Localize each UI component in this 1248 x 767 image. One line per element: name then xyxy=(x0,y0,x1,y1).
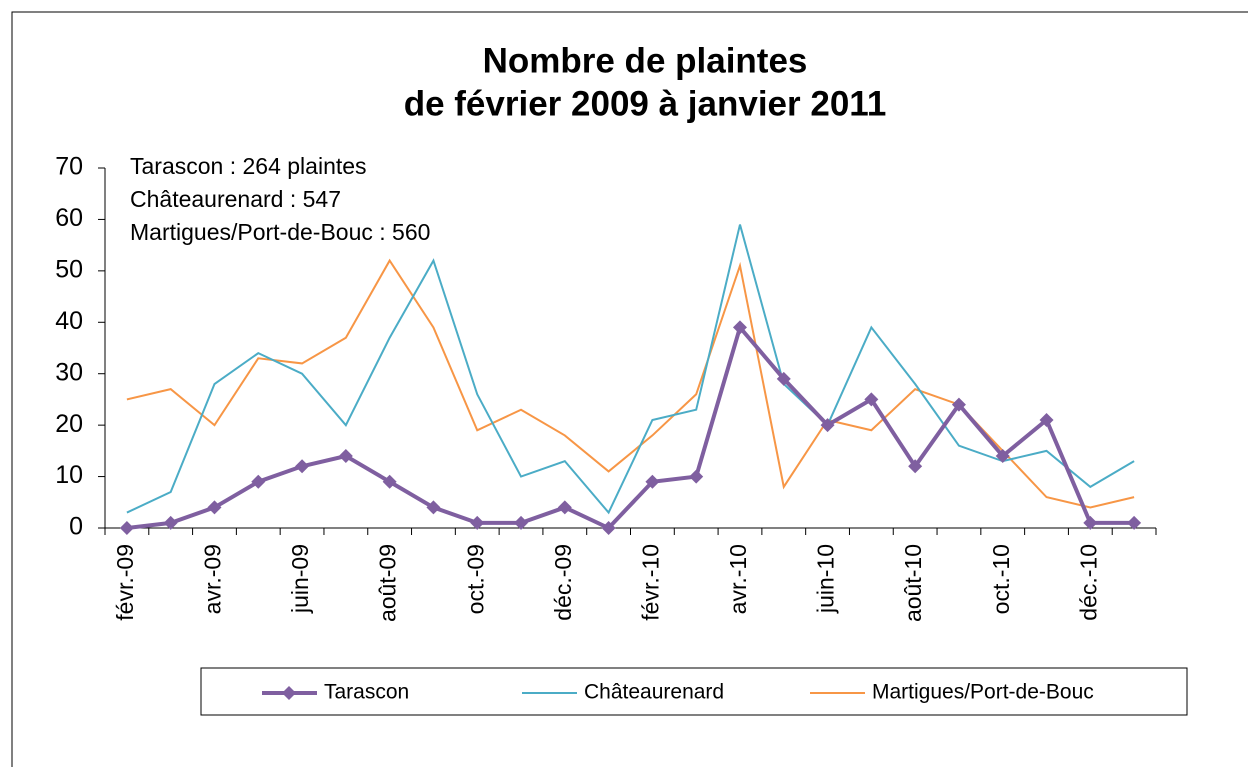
x-tick-label: avr.-10 xyxy=(725,544,751,614)
point-marker xyxy=(163,515,178,530)
point-marker xyxy=(382,474,397,489)
annotation: Tarascon : 264 plaintes xyxy=(130,153,367,179)
x-tick-label: oct.-09 xyxy=(462,544,488,614)
series-line xyxy=(126,323,1135,531)
x-tick-label: août-09 xyxy=(375,544,401,622)
point-marker xyxy=(557,500,572,515)
point-marker xyxy=(514,515,529,530)
y-tick-label: 70 xyxy=(55,153,83,181)
chart-subtitle: de février 2009 à janvier 2011 xyxy=(404,84,887,123)
x-tick-label: févr.-09 xyxy=(112,544,138,621)
point-marker xyxy=(1127,515,1142,530)
point-marker xyxy=(601,521,616,535)
x-tick-label: avr.-09 xyxy=(200,544,226,614)
annotation: Châteaurenard : 547 xyxy=(130,186,341,212)
x-tick-label: août-10 xyxy=(900,544,926,622)
x-tick-label: oct.-10 xyxy=(988,544,1014,614)
x-tick-label: juin-10 xyxy=(813,544,839,614)
legend-marker xyxy=(282,686,296,700)
point-marker xyxy=(426,500,441,515)
chart-frame xyxy=(11,11,1248,767)
point-marker xyxy=(470,515,485,530)
point-marker xyxy=(1039,413,1054,427)
point-marker xyxy=(1083,515,1098,530)
y-tick-label: 50 xyxy=(55,255,83,283)
point-marker xyxy=(119,521,134,535)
annotation: Martigues/Port-de-Bouc : 560 xyxy=(130,219,430,245)
point-marker xyxy=(864,392,879,407)
point-marker xyxy=(908,459,923,474)
y-tick-label: 0 xyxy=(69,513,83,541)
point-marker xyxy=(689,469,704,484)
legend-label: Martigues/Port-de-Bouc xyxy=(872,681,1094,704)
series-line xyxy=(126,224,1135,515)
point-marker xyxy=(295,459,310,474)
point-marker xyxy=(995,449,1010,463)
x-tick-label: déc.-10 xyxy=(1075,544,1101,621)
x-tick-label: févr.-10 xyxy=(637,544,663,621)
x-tick-label: déc.-09 xyxy=(550,544,576,621)
point-marker xyxy=(951,397,966,412)
point-marker xyxy=(820,418,835,433)
point-marker xyxy=(338,449,353,463)
point-marker xyxy=(776,371,791,386)
legend-label: Châteaurenard xyxy=(584,681,724,704)
point-marker xyxy=(207,500,222,515)
y-tick-label: 60 xyxy=(55,204,83,232)
legend-label: Tarascon xyxy=(324,681,409,704)
point-marker xyxy=(732,320,747,335)
point-marker xyxy=(251,474,266,489)
y-tick-label: 10 xyxy=(55,461,83,489)
y-tick-label: 30 xyxy=(55,358,83,386)
legend-box xyxy=(200,667,1188,716)
y-tick-label: 20 xyxy=(55,410,83,438)
y-tick-label: 40 xyxy=(55,307,83,335)
point-marker xyxy=(645,474,660,489)
x-tick-label: juin-09 xyxy=(287,544,313,614)
chart-title: Nombre de plaintes xyxy=(483,41,808,80)
